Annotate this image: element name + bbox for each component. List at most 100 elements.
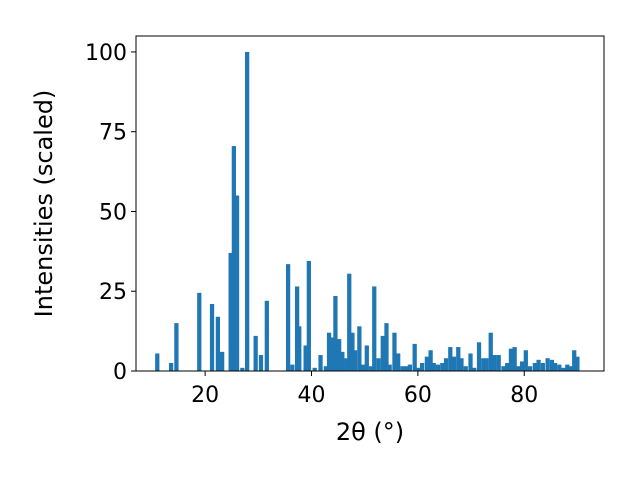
bar xyxy=(234,195,240,371)
bar xyxy=(568,366,574,371)
bar xyxy=(496,355,501,371)
bar xyxy=(501,366,506,371)
bar xyxy=(253,335,258,371)
bar xyxy=(220,351,225,371)
bar xyxy=(384,323,389,371)
bar xyxy=(290,364,295,371)
bar xyxy=(245,51,250,371)
bar xyxy=(451,356,457,371)
bar xyxy=(209,304,215,371)
bar xyxy=(258,355,264,371)
bar xyxy=(330,337,335,371)
bar xyxy=(527,366,533,371)
bar xyxy=(376,358,381,371)
bar xyxy=(472,367,477,371)
bar xyxy=(344,358,349,371)
bar xyxy=(323,366,328,371)
y-tick-label: 75 xyxy=(99,121,127,146)
bar xyxy=(468,353,473,371)
bar xyxy=(312,367,317,371)
bar xyxy=(575,356,580,371)
bar xyxy=(404,366,409,371)
y-tick-label: 0 xyxy=(113,360,127,385)
plot-frame xyxy=(135,35,605,372)
bar xyxy=(333,296,338,371)
bar xyxy=(561,367,566,371)
y-tick-label: 25 xyxy=(99,280,127,305)
y-axis-ticks: 0 25 50 75 100 xyxy=(85,41,136,385)
y-axis-label: Intensities (scaled) xyxy=(30,90,58,318)
bar xyxy=(476,342,482,371)
bar xyxy=(459,358,464,371)
bar xyxy=(350,332,355,371)
bar xyxy=(419,363,425,371)
bar xyxy=(448,347,453,371)
bar xyxy=(532,363,537,371)
bar xyxy=(552,363,558,371)
bar xyxy=(456,347,461,371)
bar xyxy=(424,356,430,371)
bar xyxy=(545,358,550,371)
bar xyxy=(285,264,291,371)
bar xyxy=(484,358,489,371)
bar xyxy=(168,363,174,371)
x-tick-label: 20 xyxy=(191,383,219,408)
bar xyxy=(549,359,554,371)
bar xyxy=(443,358,449,371)
bar xyxy=(197,292,202,371)
bar xyxy=(387,364,392,371)
bar xyxy=(318,355,323,371)
bar xyxy=(565,364,570,371)
bar xyxy=(228,252,233,371)
bar xyxy=(440,363,445,371)
bar xyxy=(352,350,358,371)
bar xyxy=(174,323,179,371)
bar xyxy=(337,339,342,371)
bar xyxy=(463,366,468,371)
bar xyxy=(396,353,401,371)
x-axis-ticks: 20 40 60 80 xyxy=(191,371,538,408)
x-tick-label: 80 xyxy=(510,383,538,408)
bar xyxy=(572,350,577,371)
bar xyxy=(303,345,308,371)
bar xyxy=(412,343,417,371)
bar xyxy=(240,367,245,371)
bar-series xyxy=(155,51,580,371)
bar xyxy=(392,332,397,371)
bar xyxy=(380,335,385,371)
bar xyxy=(372,286,377,371)
bar xyxy=(264,300,269,371)
x-axis-label: 2θ (°) xyxy=(336,418,404,446)
y-tick-label: 50 xyxy=(99,200,127,225)
bar xyxy=(516,366,521,371)
bar xyxy=(360,364,366,371)
bar xyxy=(155,353,160,371)
bar xyxy=(215,316,221,371)
bar xyxy=(492,355,497,371)
bar xyxy=(340,351,345,371)
bar xyxy=(400,366,405,371)
bar xyxy=(357,326,362,371)
bar xyxy=(326,332,332,371)
bar xyxy=(407,364,413,371)
bar xyxy=(428,350,433,371)
bar xyxy=(431,363,436,371)
bar xyxy=(508,348,514,371)
bar xyxy=(540,363,545,371)
bar xyxy=(505,363,510,371)
bar xyxy=(523,350,528,371)
bar xyxy=(488,332,493,371)
bar xyxy=(512,347,517,371)
bar xyxy=(368,366,374,371)
bar xyxy=(519,361,525,371)
bar xyxy=(435,364,441,371)
bar xyxy=(416,367,421,371)
bar xyxy=(297,326,302,371)
x-tick-label: 60 xyxy=(404,383,432,408)
bar xyxy=(481,358,486,371)
x-tick-label: 40 xyxy=(298,383,326,408)
bar xyxy=(364,345,369,371)
y-tick-label: 100 xyxy=(85,41,127,66)
bar xyxy=(347,273,352,371)
